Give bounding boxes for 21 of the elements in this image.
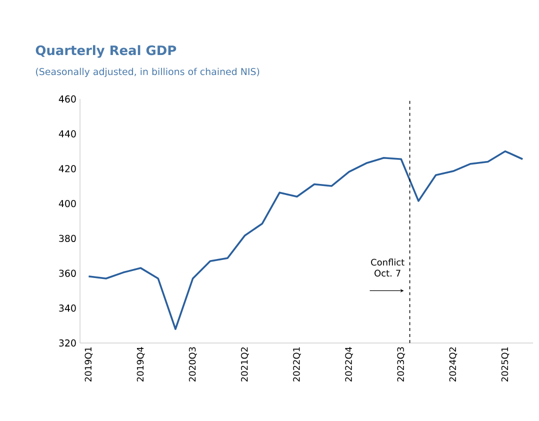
x-tick-label: 2020Q3 (188, 347, 197, 382)
y-tick-label: 400 (58, 200, 76, 208)
y-tick-label: 340 (59, 304, 76, 312)
x-tick-label: 2022Q1 (293, 347, 301, 382)
x-tick-label: 2019Q4 (136, 347, 145, 382)
y-tick-label: 380 (59, 234, 76, 242)
x-tick-label: 2022Q4 (345, 347, 353, 382)
y-tick-label: 360 (59, 270, 76, 277)
x-tick-label: 2025Q1 (501, 347, 510, 382)
line-series (88, 150, 524, 330)
y-tick-label: 440 (58, 130, 76, 138)
chart-subtitle: (Seasonally adjusted, in billions of chained NIS) (36, 68, 260, 77)
x-tick-label: 2024Q2 (449, 347, 458, 382)
x-tick-label: 2021Q2 (240, 347, 249, 382)
annotation: Conflict Oct. 7 (371, 258, 404, 277)
y-tick-label: 460 (58, 95, 76, 103)
chart-title: Quarterly Real GDP (36, 45, 176, 58)
x-tick-label: 2019Q1 (84, 347, 93, 382)
x-tick-label: 2023Q3 (397, 347, 406, 382)
y-tick-label: 320 (59, 339, 76, 347)
y-tick-label: 420 (58, 165, 76, 172)
